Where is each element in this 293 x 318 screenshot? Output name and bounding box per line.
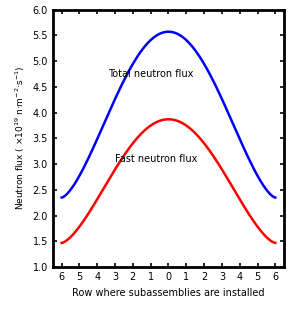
Text: Fast neutron flux: Fast neutron flux xyxy=(115,154,197,164)
Y-axis label: Neutron flux ( ×10$^{19}$ n·m$^{-2}$·s$^{-1}$): Neutron flux ( ×10$^{19}$ n·m$^{-2}$·s$^… xyxy=(13,66,27,211)
X-axis label: Row where subassemblies are installed: Row where subassemblies are installed xyxy=(72,287,265,298)
Text: Total neutron flux: Total neutron flux xyxy=(108,69,193,79)
